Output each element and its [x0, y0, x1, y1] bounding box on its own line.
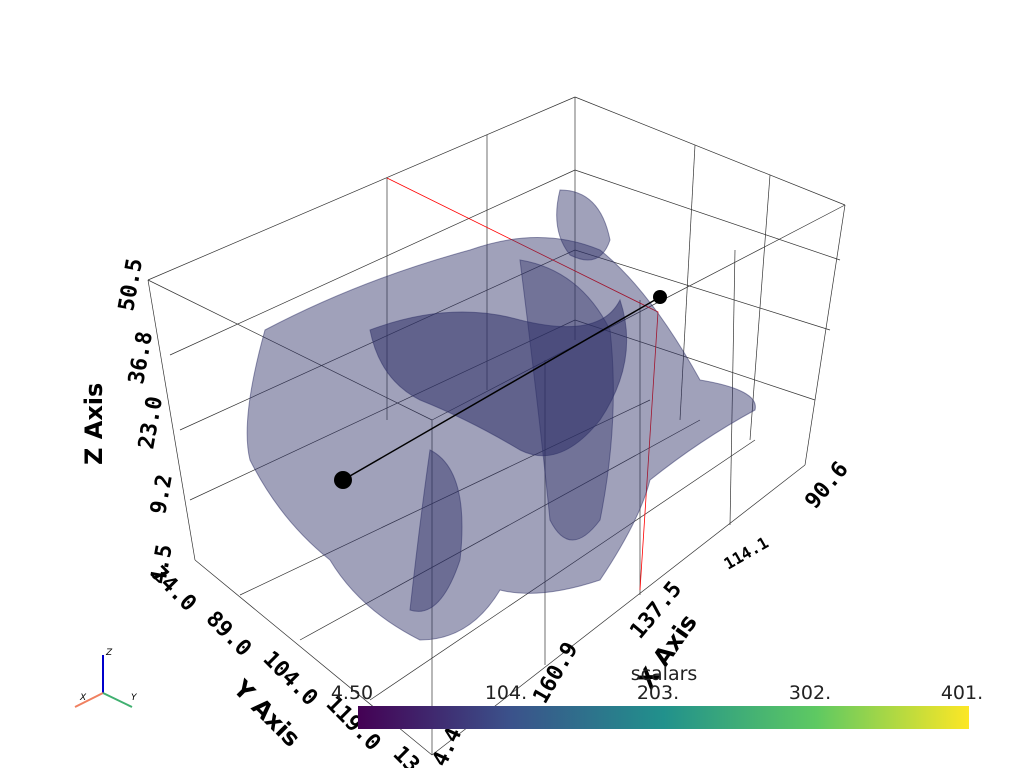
scalar-bar-label: 104. [485, 682, 527, 704]
line-handle[interactable] [653, 290, 667, 304]
scalar-bar-label: 203. [637, 682, 679, 704]
outline-red [386, 177, 659, 591]
orientation-label: X [79, 693, 87, 703]
z-tick-label: 23.0 [134, 395, 168, 452]
scalar-bar-title: scalars [631, 663, 698, 685]
x-tick-label: 4.4 [428, 724, 467, 768]
scalar-bar-label: 302. [789, 682, 831, 704]
scalar-bar-label: 401. [941, 682, 983, 704]
orientation-widget: Z X Y [74, 648, 138, 708]
z-axis-title: Z Axis [80, 383, 108, 465]
scalar-bar-label: 4.50 [331, 682, 373, 704]
line-handle[interactable] [334, 471, 352, 489]
orientation-label: Y [131, 693, 138, 703]
scalar-bar [358, 706, 969, 729]
x-tick-label: 160.9 [529, 638, 584, 708]
z-tick-label: 36.8 [124, 330, 158, 387]
y-tick-label: 13 [388, 742, 424, 768]
isosurface [246, 189, 756, 641]
bounding-grid [147, 96, 846, 756]
x-tick-label: 90.6 [800, 457, 853, 514]
y-tick-label: 89.0 [201, 607, 256, 662]
z-tick-label: 9.2 [146, 473, 178, 516]
line-widget[interactable] [342, 296, 661, 481]
z-tick-label: 50.5 [114, 257, 148, 314]
x-tick-label: 114.1 [721, 533, 772, 574]
orientation-label: Z [105, 648, 113, 658]
